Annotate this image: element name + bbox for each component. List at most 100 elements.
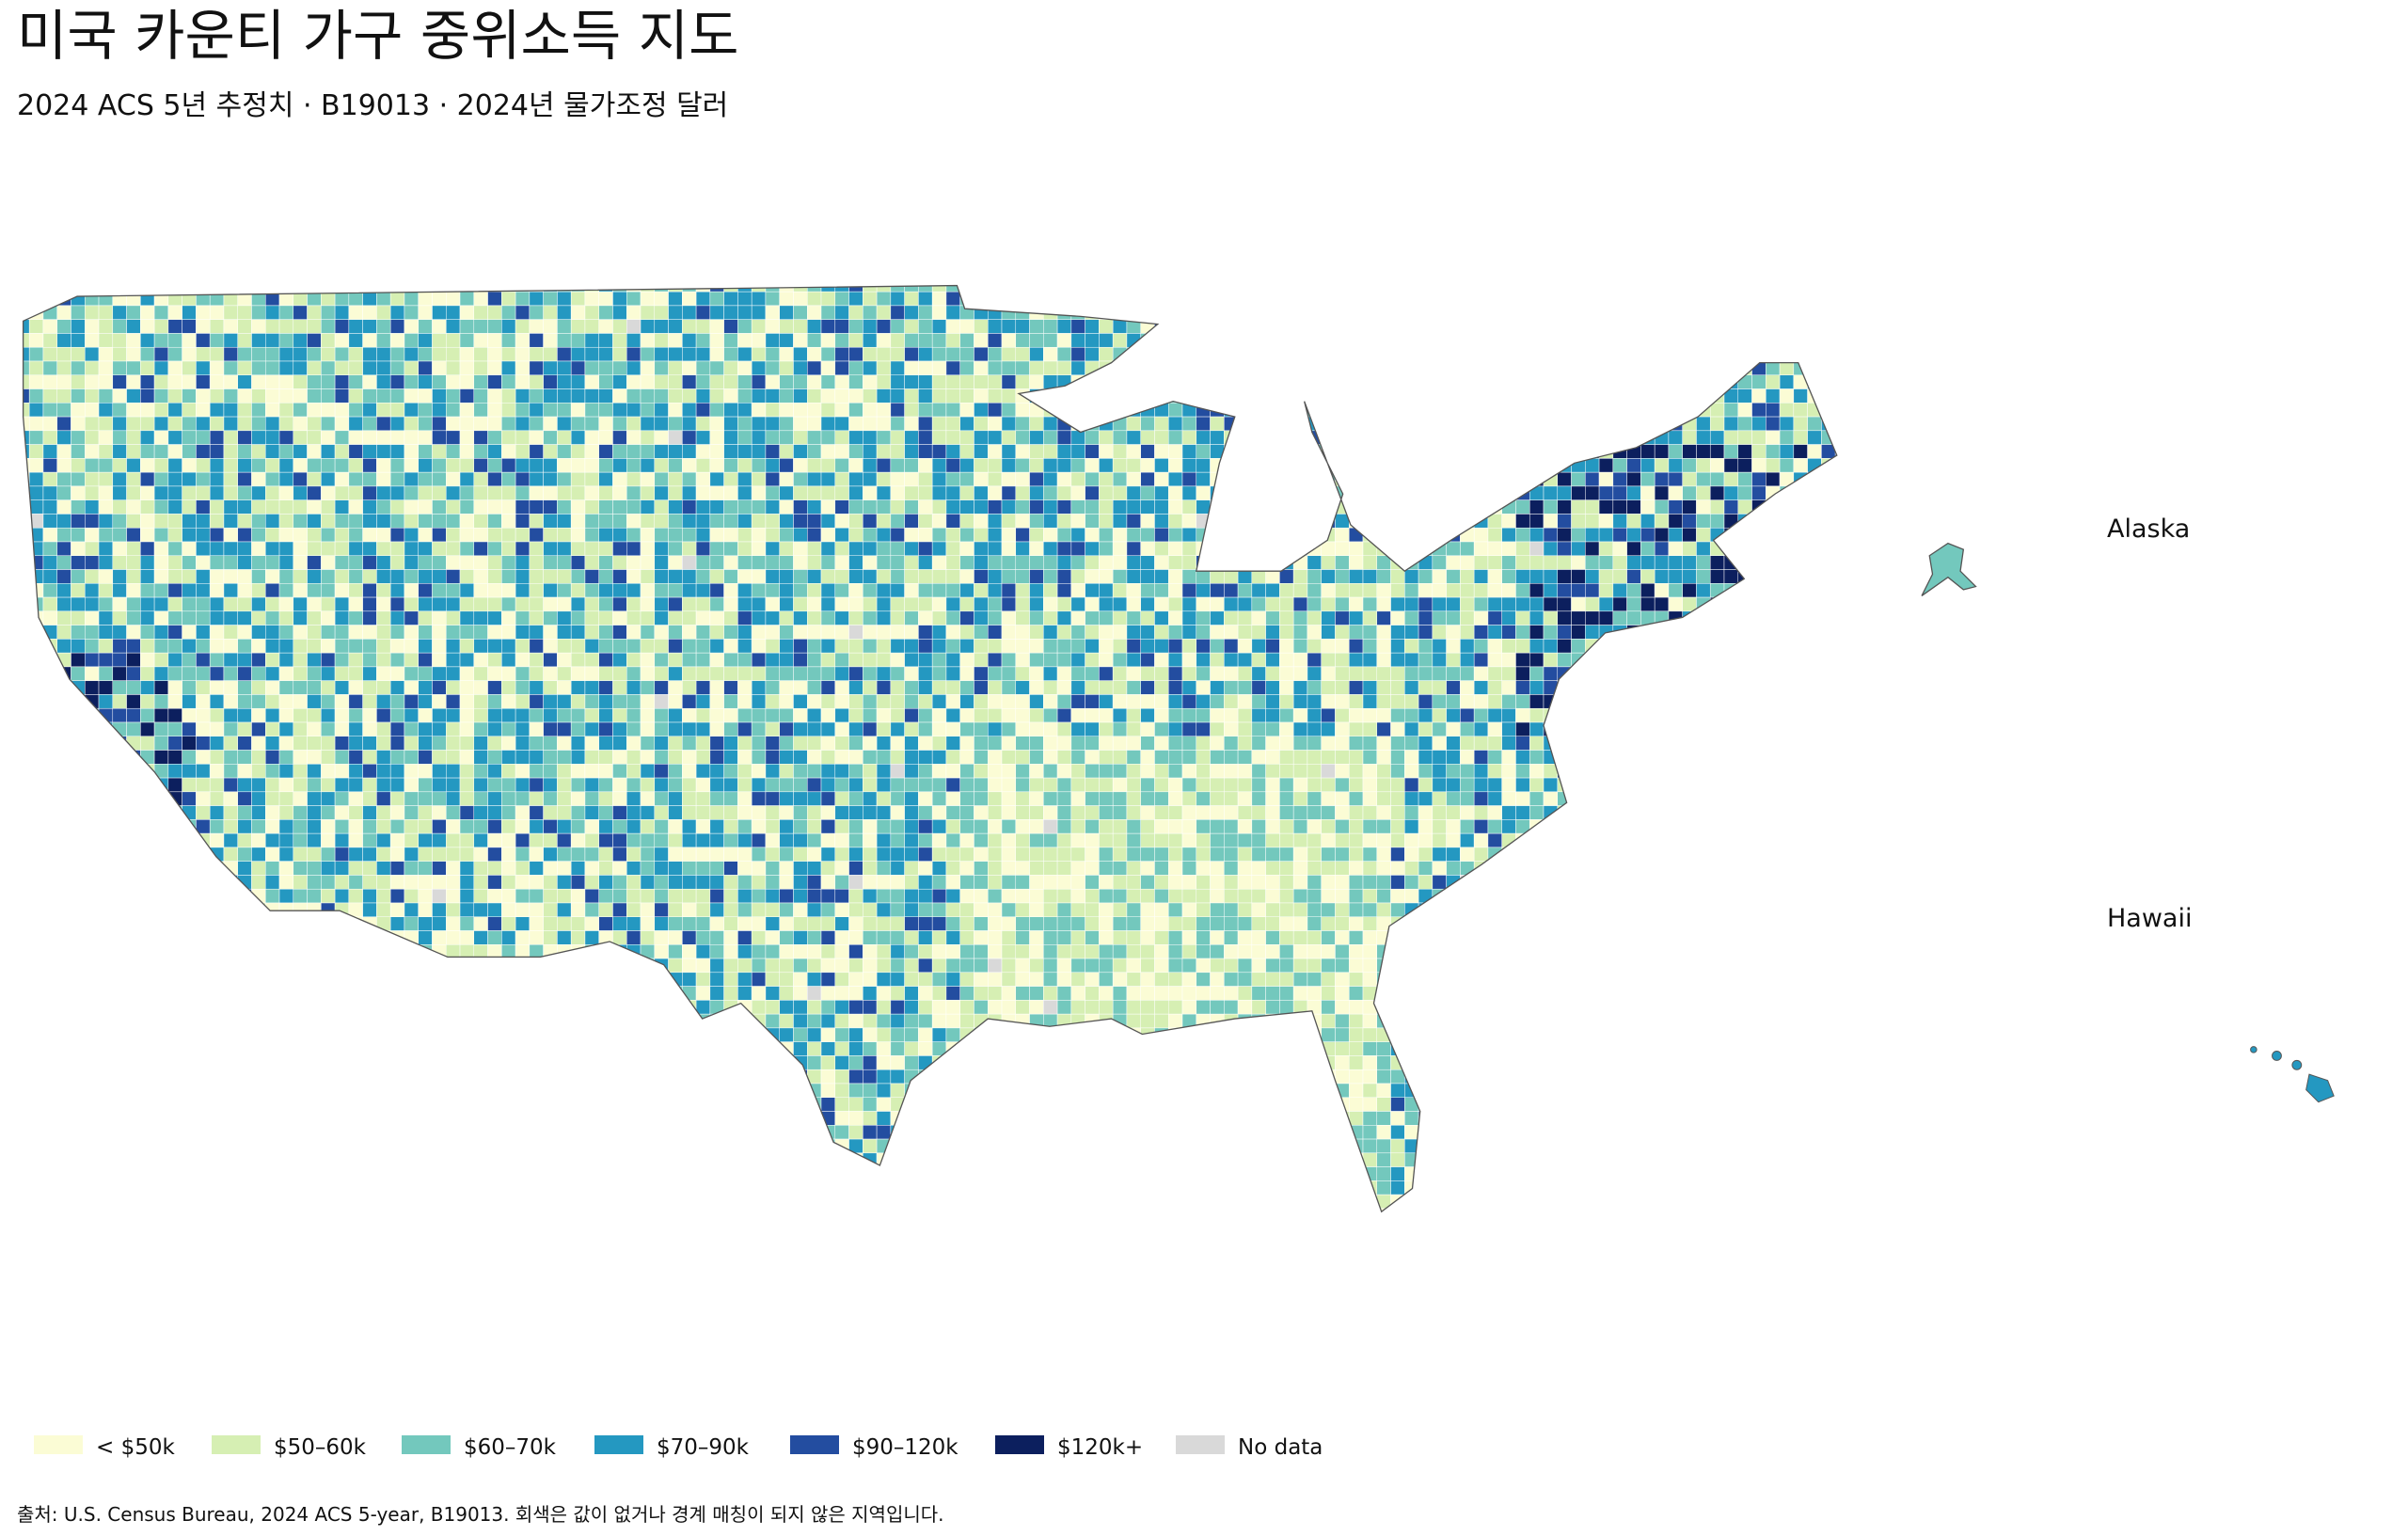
county-cell: [1640, 291, 1656, 307]
county-cell: [682, 527, 697, 543]
county-cell: [626, 416, 642, 432]
county-cell: [737, 610, 752, 625]
county-cell: [196, 666, 211, 681]
county-cell: [557, 583, 572, 598]
county-cell: [876, 485, 892, 500]
county-cell: [1515, 458, 1530, 473]
county-cell: [265, 666, 280, 681]
county-cell: [1473, 416, 1489, 432]
county-cell: [945, 430, 960, 445]
county-cell: [543, 333, 558, 348]
county-cell: [23, 750, 30, 765]
county-cell: [598, 707, 613, 723]
county-cell: [1487, 430, 1502, 445]
county-cell: [1376, 750, 1391, 765]
county-cell: [432, 764, 447, 779]
county-cell: [348, 527, 363, 543]
county-cell: [793, 680, 808, 695]
county-cell: [112, 610, 127, 625]
county-cell: [28, 555, 44, 570]
county-cell: [1640, 736, 1656, 751]
county-cell: [1376, 527, 1391, 543]
county-cell: [1543, 388, 1559, 404]
county-cell: [376, 694, 391, 709]
county-cell: [1834, 305, 1837, 320]
county-cell: [584, 471, 599, 487]
county-cell: [1654, 444, 1670, 459]
county-cell: [1015, 694, 1030, 709]
county-cell: [1390, 374, 1405, 389]
county-cell: [584, 430, 599, 445]
county-cell: [1265, 750, 1280, 765]
county-cell: [1432, 527, 1447, 543]
county-cell: [1460, 583, 1475, 598]
county-cell: [598, 485, 613, 500]
county-cell: [56, 444, 71, 459]
county-cell: [695, 555, 711, 570]
county-cell: [1251, 499, 1266, 515]
county-cell: [709, 610, 724, 625]
county-cell: [1709, 721, 1725, 737]
county-cell: [1140, 471, 1155, 487]
county-cell: [153, 569, 169, 584]
county-cell: [806, 583, 822, 598]
county-cell: [1585, 374, 1600, 389]
county-cell: [23, 764, 30, 779]
county-cell: [1140, 569, 1155, 584]
county-cell: [1181, 471, 1197, 487]
county-cell: [640, 333, 656, 348]
county-cell: [863, 639, 878, 654]
county-cell: [1307, 319, 1322, 334]
county-cell: [251, 625, 266, 640]
county-cell: [1543, 444, 1559, 459]
county-cell: [1404, 666, 1419, 681]
county-cell: [1737, 736, 1752, 751]
county-cell: [1210, 777, 1225, 793]
county-cell: [1224, 514, 1239, 529]
county-cell: [418, 680, 433, 695]
county-cell: [376, 527, 391, 543]
county-cell: [1196, 736, 1211, 751]
county-cell: [98, 514, 114, 529]
county-cell: [779, 499, 794, 515]
county-cell: [737, 444, 752, 459]
county-cell: [1140, 707, 1155, 723]
county-cell: [543, 694, 558, 709]
county-cell: [209, 736, 225, 751]
county-cell: [570, 291, 586, 307]
county-cell: [209, 458, 225, 473]
county-cell: [834, 305, 849, 320]
county-cell: [793, 625, 808, 640]
county-cell: [557, 430, 572, 445]
county-cell: [98, 527, 114, 543]
county-cell: [1807, 471, 1822, 487]
county-cell: [931, 680, 947, 695]
county-cell: [1196, 485, 1211, 500]
county-cell: [1793, 652, 1808, 668]
county-cell: [626, 736, 642, 751]
county-cell: [1487, 707, 1502, 723]
county-cell: [1751, 416, 1766, 432]
county-cell: [640, 319, 656, 334]
county-cell: [890, 736, 905, 751]
county-cell: [196, 485, 211, 500]
county-cell: [1251, 458, 1266, 473]
county-cell: [682, 388, 697, 404]
county-cell: [1501, 764, 1516, 779]
county-cell: [612, 514, 627, 529]
county-cell: [28, 527, 44, 543]
county-cell: [209, 403, 225, 418]
county-cell: [1737, 652, 1752, 668]
county-cell: [209, 764, 225, 779]
county-cell: [1376, 583, 1391, 598]
county-cell: [1598, 583, 1614, 598]
county-cell: [432, 416, 447, 432]
county-cell: [501, 444, 516, 459]
county-cell: [820, 360, 836, 376]
county-cell: [1571, 569, 1586, 584]
county-cell: [473, 285, 488, 293]
county-cell: [1292, 444, 1308, 459]
county-cell: [1473, 285, 1489, 293]
county-cell: [695, 750, 711, 765]
county-cell: [23, 430, 30, 445]
